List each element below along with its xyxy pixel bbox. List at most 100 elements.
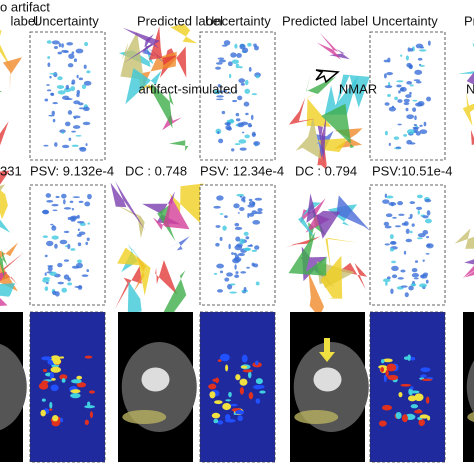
uncertainty-blob: [225, 414, 231, 421]
uncertainty-speck: [235, 236, 241, 242]
uncertainty-blob: [84, 405, 96, 409]
uncertainty-speck: [42, 278, 50, 283]
segmentation-region: [127, 278, 142, 314]
uncertainty-blob: [50, 366, 61, 373]
uncertainty-speck: [47, 62, 51, 67]
uncertainty-speck: [237, 95, 243, 101]
segmentation-region: [288, 97, 316, 125]
uncertainty-blob: [214, 400, 223, 405]
uncertainty-speck: [58, 42, 62, 48]
uncertainty-speck: [411, 273, 420, 278]
uncertainty-speck: [77, 228, 80, 232]
panel-label: Uncertainty: [372, 13, 438, 28]
uncertainty-speck: [238, 78, 246, 84]
uncertainty-blob: [401, 414, 408, 423]
uncertainty-speck: [215, 98, 224, 101]
uncertainty-speck: [239, 238, 245, 245]
uncertainty-speck: [56, 85, 65, 89]
uncertainty-speck: [217, 131, 220, 135]
uncertainty-speck: [422, 259, 425, 262]
uncertainty-speck: [215, 242, 220, 247]
uncertainty-blob: [420, 374, 427, 378]
segmentation-region: [0, 242, 18, 292]
uncertainty-speck: [243, 199, 246, 203]
uncertainty-speck: [385, 281, 388, 286]
uncertainty-speck: [49, 75, 52, 79]
uncertainty-speck: [235, 118, 241, 122]
uncertainty-speck: [415, 80, 422, 84]
uncertainty-speck: [52, 290, 57, 296]
uncertainty-blob: [378, 365, 387, 369]
uncertainty-speck: [232, 99, 237, 103]
uncertainty-speck: [70, 248, 76, 251]
segmentation-region: [165, 236, 190, 251]
segmentation-region: [0, 219, 11, 233]
segmentation-region: [457, 42, 474, 74]
uncertainty-speck: [383, 73, 387, 79]
segmentation-region: [466, 72, 474, 85]
uncertainty-speck: [237, 252, 245, 257]
uncertainty-speck: [397, 99, 403, 103]
uncertainty-speck: [234, 274, 240, 279]
uncertainty-speck: [215, 62, 223, 65]
uncertainty-speck: [385, 213, 393, 218]
uncertainty-speck: [235, 271, 239, 274]
uncertainty-speck: [87, 193, 92, 200]
uncertainty-speck: [67, 63, 74, 68]
uncertainty-speck: [46, 200, 54, 203]
uncertainty-blob: [386, 363, 397, 372]
uncertainty-speck: [61, 43, 64, 48]
uncertainty-blob: [70, 393, 81, 399]
uncertainty-speck: [240, 271, 247, 274]
uncertainty-speck: [409, 230, 413, 234]
uncertainty-blob: [228, 391, 232, 398]
uncertainty-speck: [413, 123, 418, 127]
uncertainty-blob: [59, 374, 68, 380]
uncertainty-blob: [387, 374, 399, 381]
uncertainty-speck: [243, 287, 247, 292]
segmentation-region: [464, 259, 474, 265]
uncertainty-speck: [424, 198, 432, 203]
uncertainty-speck: [44, 254, 48, 258]
uncertainty-speck: [213, 272, 218, 275]
uncertainty-speck: [217, 289, 224, 293]
uncertainty-speck: [53, 46, 59, 49]
uncertainty-blob: [209, 391, 216, 399]
uncertainty-speck: [405, 107, 409, 112]
uncertainty-speck: [252, 220, 261, 225]
uncertainty-speck: [51, 203, 59, 207]
uncertainty-speck: [81, 274, 89, 277]
segmentation-region: [162, 108, 182, 131]
uncertainty-speck: [255, 281, 260, 286]
uncertainty-speck: [411, 268, 418, 273]
uncertainty-speck: [63, 199, 66, 205]
segmentation-region: [336, 74, 370, 108]
uncertainty-speck: [247, 42, 252, 47]
uncertainty-speck: [83, 80, 92, 86]
uncertainty-speck: [77, 259, 83, 264]
uncertainty-speck: [244, 88, 251, 94]
uncertainty-blob: [41, 356, 53, 361]
uncertainty-speck: [245, 112, 249, 116]
ct-bone: [141, 367, 170, 392]
uncertainty-speck: [59, 129, 66, 134]
uncertainty-blob: [239, 387, 244, 395]
uncertainty-blob: [235, 410, 245, 415]
uncertainty-speck: [391, 265, 399, 272]
uncertainty-blob: [222, 402, 232, 411]
uncertainty-speck: [47, 56, 51, 59]
uncertainty-speck: [414, 115, 417, 121]
uncertainty-blob: [49, 401, 53, 409]
ct-body: [466, 360, 474, 414]
metric-label: DC : 0.748: [125, 163, 187, 178]
uncertainty-frame: [199, 31, 276, 161]
uncertainty-speck: [425, 279, 429, 284]
uncertainty-speck: [397, 200, 404, 206]
uncertainty-speck: [46, 40, 52, 44]
uncertainty-blob: [89, 411, 93, 419]
uncertainty-speck: [57, 51, 63, 55]
uncertainty-blob: [255, 398, 261, 404]
uncertainty-speck: [426, 96, 432, 102]
uncertainty-blob: [52, 415, 59, 422]
uncertainty-blob: [215, 377, 219, 384]
